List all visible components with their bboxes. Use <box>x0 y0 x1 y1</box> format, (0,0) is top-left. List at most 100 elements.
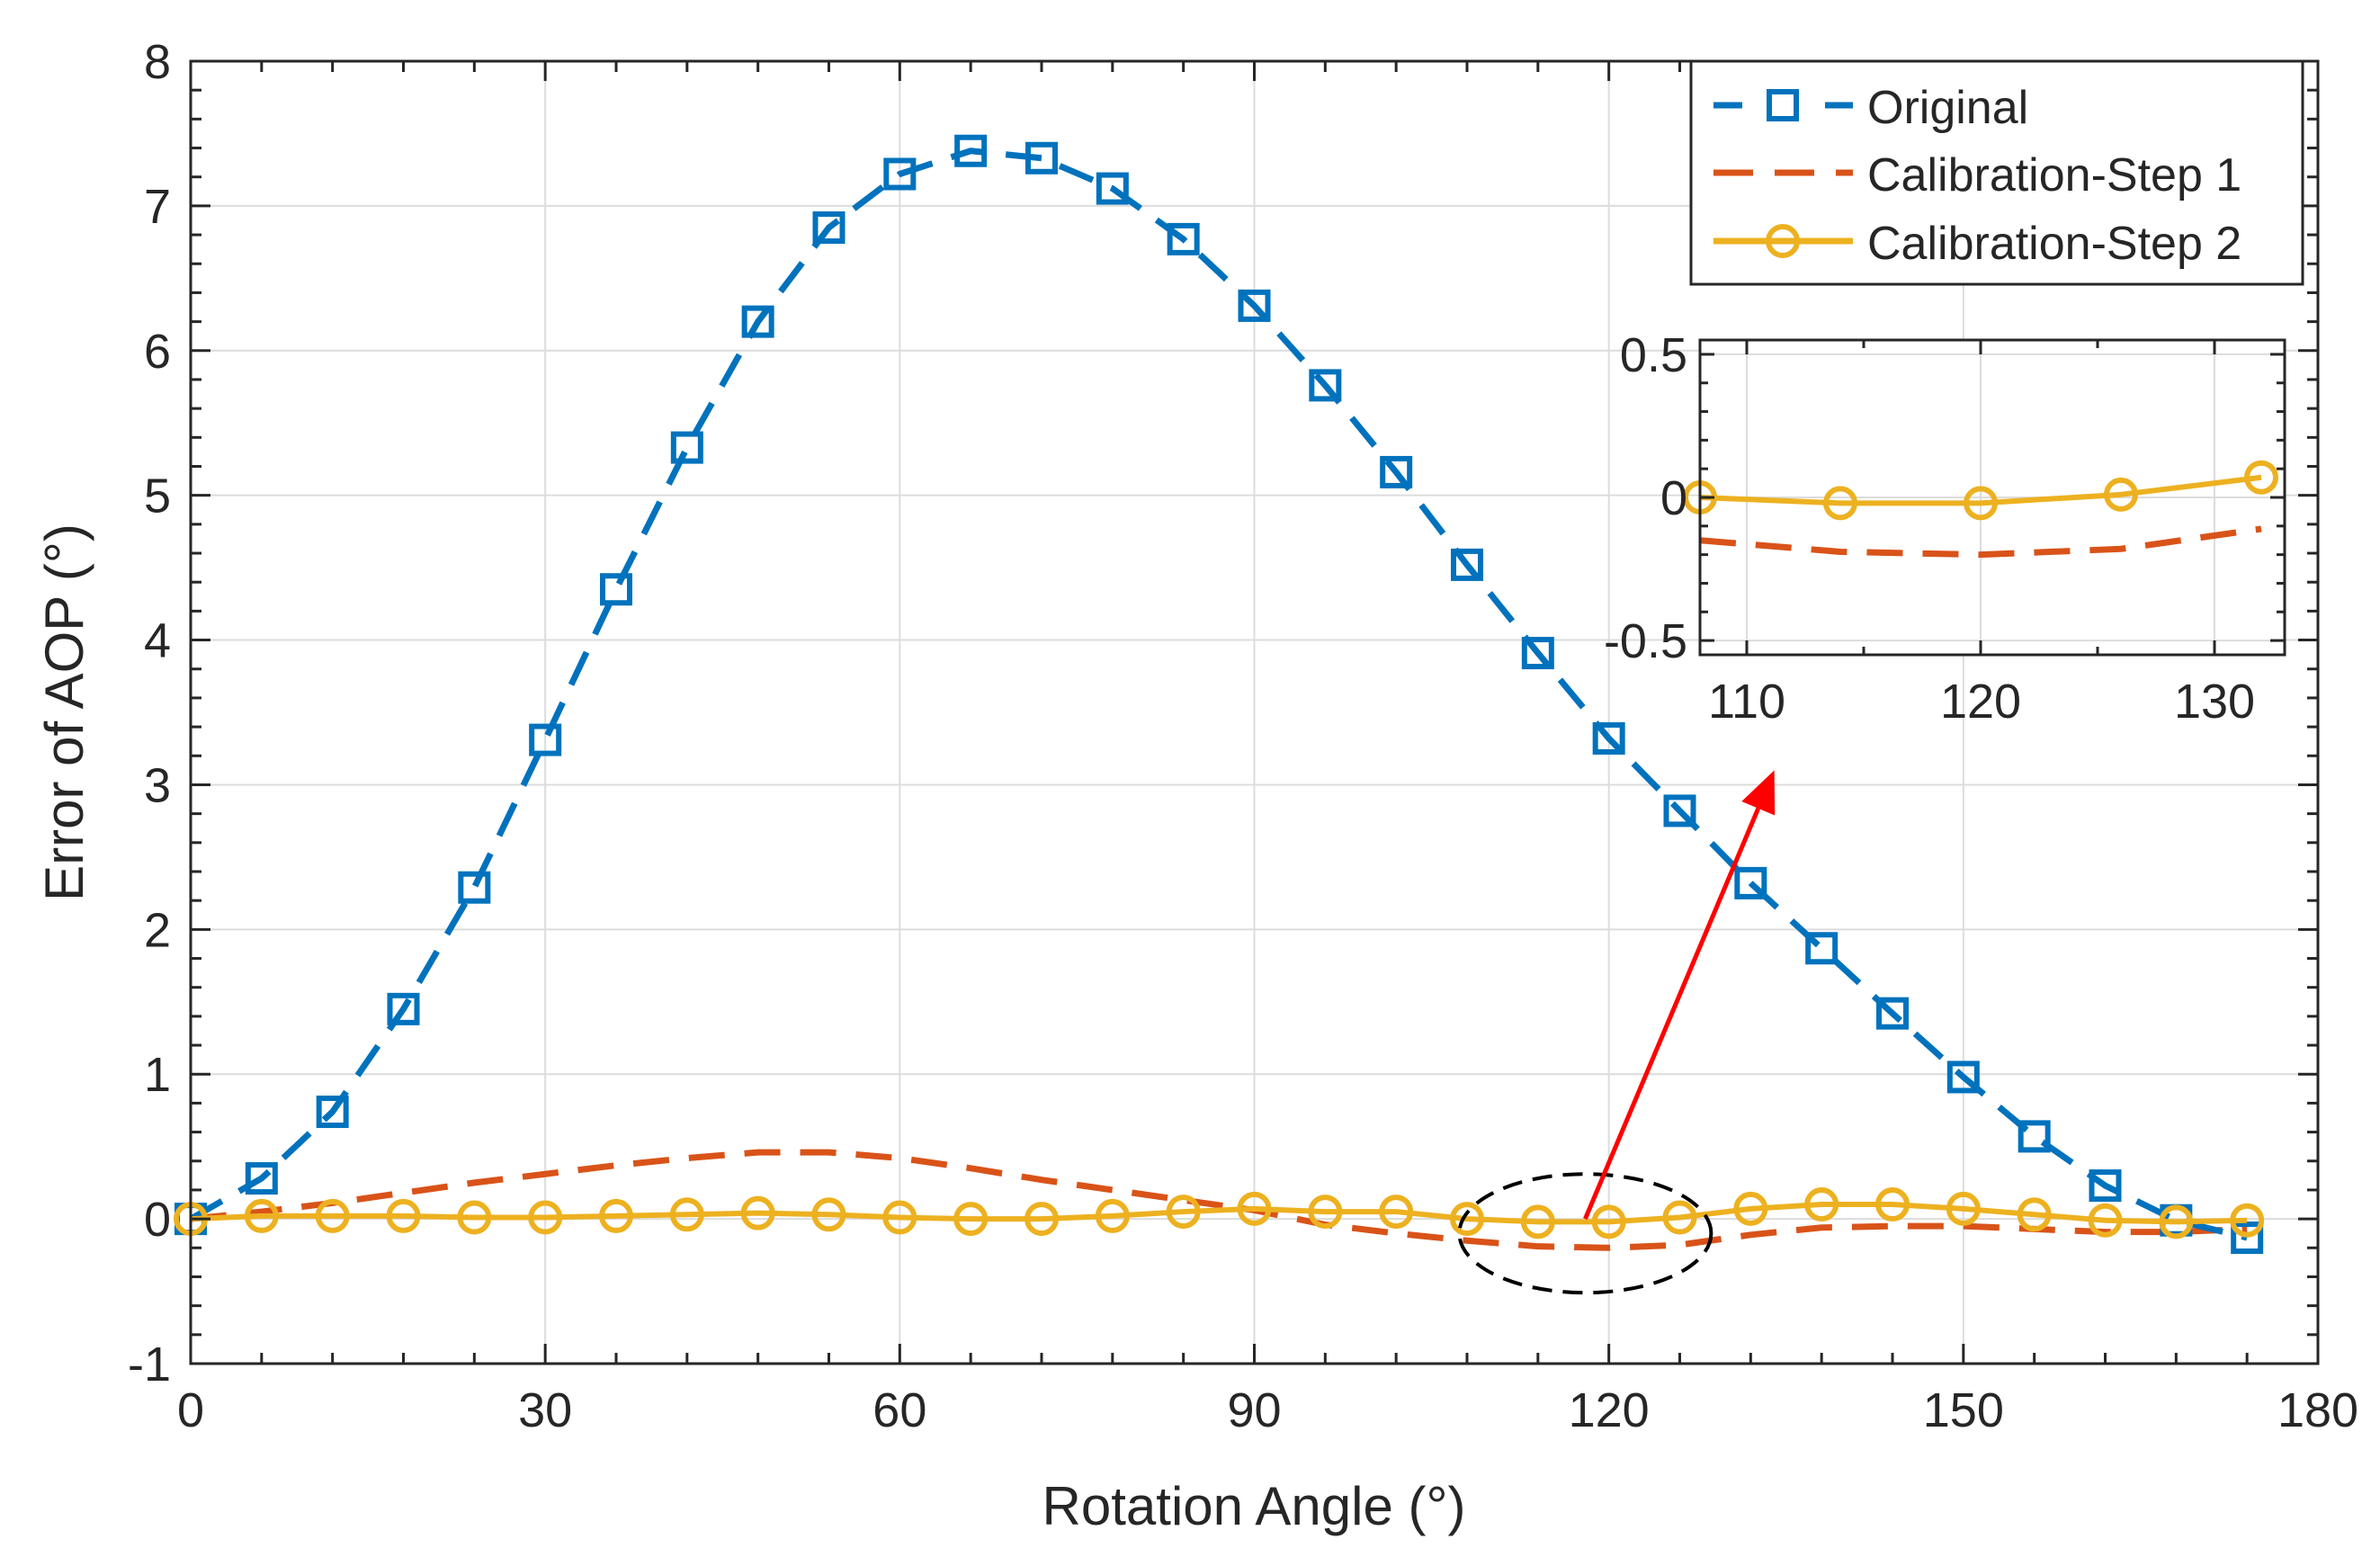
main-data-point-circle <box>811 1197 846 1232</box>
inset-ticks <box>1700 340 2285 655</box>
main-data-point-circle <box>1946 1191 1981 1226</box>
main-data-point-circle <box>1024 1202 1059 1237</box>
main-data-point-square <box>1167 222 1200 255</box>
main-data-point-circle <box>599 1198 633 1233</box>
inset-x-tick-label: 130 <box>2174 675 2255 729</box>
legend-entry-calibration-step-2: Calibration-Step 2 <box>1713 218 2241 270</box>
main-data-point-circle <box>669 1197 704 1232</box>
main-series-calibration-step-1 <box>190 1149 2248 1251</box>
main-data-point-square <box>1025 141 1058 174</box>
main-data-point-circle <box>528 1200 563 1235</box>
inset-x-tick-label: 120 <box>1940 675 2021 729</box>
main-data-point-square <box>812 211 846 245</box>
y-tick-label: 3 <box>144 758 171 812</box>
main-data-point-square <box>458 871 491 904</box>
main-data-point-circle <box>315 1198 350 1233</box>
legend: Original Calibration-Step 1 Calibration-St… <box>1689 59 2304 286</box>
main-data-point-circle <box>1379 1195 1414 1230</box>
main-series-line <box>189 148 2248 1241</box>
main-data-point-circle <box>1450 1202 1484 1237</box>
inset-data-point-circle <box>2104 477 2138 512</box>
main-data-point-circle <box>1875 1187 1910 1222</box>
legend-label: Calibration-Step 1 <box>1867 149 2241 201</box>
main-annotations <box>1457 770 1776 1295</box>
main-series-line <box>190 1149 2248 1251</box>
legend-marker-square <box>1767 89 1799 121</box>
main-data-point-square <box>316 1096 349 1129</box>
x-tick-label: 60 <box>872 1383 926 1437</box>
main-data-point-circle <box>1308 1195 1343 1230</box>
main-data-point-circle <box>2088 1203 2123 1238</box>
legend-entries: Original Calibration-Step 1 Calibration-St… <box>1713 82 2241 270</box>
main-data-point-square <box>1876 997 1909 1030</box>
y-axis-label: Error of AOP (°) <box>34 523 94 901</box>
inset-data-point-circle <box>1823 486 1857 521</box>
x-tick-label: 150 <box>1923 1383 2004 1437</box>
main-data-point-circle <box>2230 1203 2265 1238</box>
main-data-point-circle <box>1804 1187 1839 1222</box>
main-data-point-circle <box>1237 1191 1272 1226</box>
main-series-calibration-step-2 <box>174 1187 2265 1239</box>
main-data-point-circle <box>1520 1204 1555 1239</box>
inset-plot: 110 120 130 -0.5 0 0.5 <box>1604 328 2286 729</box>
x-tick-label: 0 <box>177 1383 204 1437</box>
legend-entry-original: Original <box>1713 82 2028 134</box>
y-tick-label: 2 <box>144 903 171 957</box>
main-data-point-circle <box>882 1200 917 1235</box>
main-data-point-square <box>1734 866 1767 899</box>
inset-x-tick-label: 110 <box>1708 675 1785 729</box>
inset-data-point-circle <box>1964 486 1998 521</box>
main-data-point-circle <box>1095 1198 1130 1233</box>
y-tick-label: 6 <box>144 325 171 379</box>
zoom-arrow-head <box>1741 770 1776 816</box>
main-data-point-square <box>1309 369 1342 402</box>
zoom-region-ellipse <box>1457 1172 1713 1295</box>
main-y-tick-labels: -1 0 1 2 3 4 5 6 7 8 <box>128 35 171 1391</box>
main-data-point-square <box>1380 455 1413 488</box>
main-data-point-square <box>670 431 703 464</box>
main-data-point-square <box>1946 1060 1980 1094</box>
x-tick-label: 180 <box>2277 1383 2358 1437</box>
main-data-point-square <box>1521 637 1554 670</box>
y-tick-label: 8 <box>144 35 171 89</box>
main-data-point-circle <box>1591 1204 1626 1239</box>
main-data-point-square <box>954 134 988 167</box>
main-data-point-circle <box>953 1202 989 1237</box>
main-data-point-square <box>2089 1169 2122 1203</box>
main-data-point-square <box>600 573 632 606</box>
inset-series-line <box>1699 474 2262 506</box>
main-data-point-circle <box>244 1198 279 1233</box>
main-data-point-circle <box>740 1195 775 1230</box>
main-data-point-square <box>1451 548 1483 581</box>
inset-series-line <box>1699 525 2262 559</box>
y-tick-label: -1 <box>128 1338 171 1391</box>
legend-label: Calibration-Step 2 <box>1867 218 2241 270</box>
main-data-point-square <box>529 723 562 756</box>
main-data-point-square <box>2231 1221 2264 1255</box>
main-data-point-circle <box>1662 1200 1697 1235</box>
y-tick-label: 0 <box>144 1193 171 1247</box>
main-data-point-square <box>245 1162 278 1195</box>
main-data-point-square <box>1663 794 1696 828</box>
main-series-layer <box>174 134 2265 1255</box>
main-data-point-square <box>883 157 917 191</box>
main-data-point-circle <box>386 1198 421 1233</box>
main-data-point-circle <box>1166 1195 1201 1230</box>
legend-label: Original <box>1867 82 2028 134</box>
main-data-point-circle <box>2159 1204 2194 1239</box>
x-tick-label: 30 <box>518 1383 572 1437</box>
main-data-point-circle <box>2017 1197 2052 1232</box>
inset-y-tick-label: 0 <box>1660 471 1687 525</box>
main-data-point-square <box>2018 1120 2051 1153</box>
main-data-point-square <box>1805 932 1839 965</box>
inset-y-tick-label: 0.5 <box>1620 328 1687 382</box>
zoom-arrow-shaft <box>1583 807 1761 1221</box>
main-data-point-circle <box>1733 1191 1768 1226</box>
y-tick-label: 1 <box>144 1048 171 1102</box>
inset-y-tick-labels: -0.5 0 0.5 <box>1604 328 1687 668</box>
x-tick-label: 90 <box>1227 1383 1281 1437</box>
y-tick-label: 4 <box>144 614 171 668</box>
y-tick-label: 7 <box>144 180 171 234</box>
y-tick-label: 5 <box>144 470 171 523</box>
